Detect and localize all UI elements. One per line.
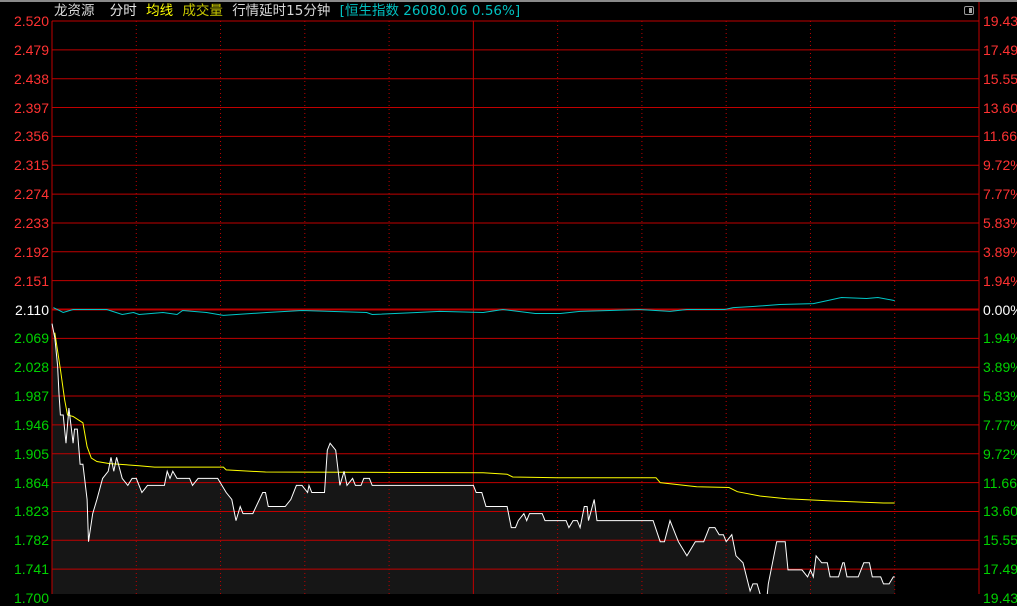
price-axis-label: 1.905 [13,445,49,462]
price-axis-label: 2.520 [13,13,49,29]
percent-axis-label: 15.55% [983,70,1017,87]
percent-axis-label: 5.83% [983,388,1017,405]
price-axis-label: 2.438 [13,70,49,87]
price-axis-label: 2.233 [13,214,49,231]
price-axis-label: 1.700 [13,590,49,606]
percent-axis-label: 19.43% [983,590,1017,606]
price-axis-label: 2.356 [13,128,49,145]
percent-axis-label: 11.66% [983,128,1017,145]
price-area-fill [52,323,895,594]
price-line [51,323,895,594]
price-axis-label: 2.274 [13,186,49,203]
tab-timeshare[interactable]: 分时 [109,3,137,19]
average-price-line [54,332,895,504]
panel-toggle-icon[interactable] [964,6,974,15]
percent-axis-label: 15.55% [983,532,1017,549]
price-axis-label: 1.987 [13,388,49,405]
price-axis-label: 1.823 [13,503,49,520]
price-axis-label: 2.151 [13,272,49,289]
percent-axis-label: 5.83% [983,214,1017,231]
price-axis-label: 2.315 [13,157,49,174]
percent-axis-label: 19.43% [983,13,1017,29]
window-top-border [0,0,1017,2]
price-axis-label: 2.397 [13,99,49,116]
price-axis-label: 2.069 [13,330,49,347]
percent-axis-label: 17.49% [983,41,1017,58]
price-axis-label: 1.864 [13,474,49,491]
percent-axis-label: 7.77% [983,186,1017,203]
price-axis-label: 2.028 [13,359,49,376]
percent-axis-label: 3.89% [983,359,1017,376]
chart-header: 龙资源 分时 均线 成交量 行情延时15分钟 [恒生指数 26080.06 0.… [54,3,525,20]
percent-axis-label: 13.60% [983,503,1017,520]
percent-axis-label: 9.72% [983,445,1017,462]
avg-line-toggle[interactable]: 均线 [146,3,174,19]
price-axis-label: 2.192 [13,243,49,260]
index-line [53,296,895,316]
percent-axis-label: 11.66% [983,474,1017,491]
percent-axis-label: 7.77% [983,416,1017,433]
price-axis-label: 1.782 [13,532,49,549]
price-axis-label: 2.479 [13,41,49,58]
percent-axis-label: 1.94% [983,330,1017,347]
price-axis-label: 1.741 [13,561,49,578]
price-axis-label: 2.110 [15,301,49,318]
percent-axis-label: 1.94% [983,272,1017,289]
index-info: [恒生指数 26080.06 0.56%] [339,3,521,19]
percent-axis-label: 17.49% [983,561,1017,578]
stock-name: 龙资源 [54,3,95,19]
percent-axis-label: 0.00% [983,301,1017,318]
price-axis-label: 1.946 [13,416,49,433]
delay-notice: 行情延时15分钟 [232,3,331,19]
volume-toggle[interactable]: 成交量 [182,3,223,19]
percent-axis-label: 13.60% [983,99,1017,116]
percent-axis-label: 9.72% [983,157,1017,174]
percent-axis-label: 3.89% [983,243,1017,260]
